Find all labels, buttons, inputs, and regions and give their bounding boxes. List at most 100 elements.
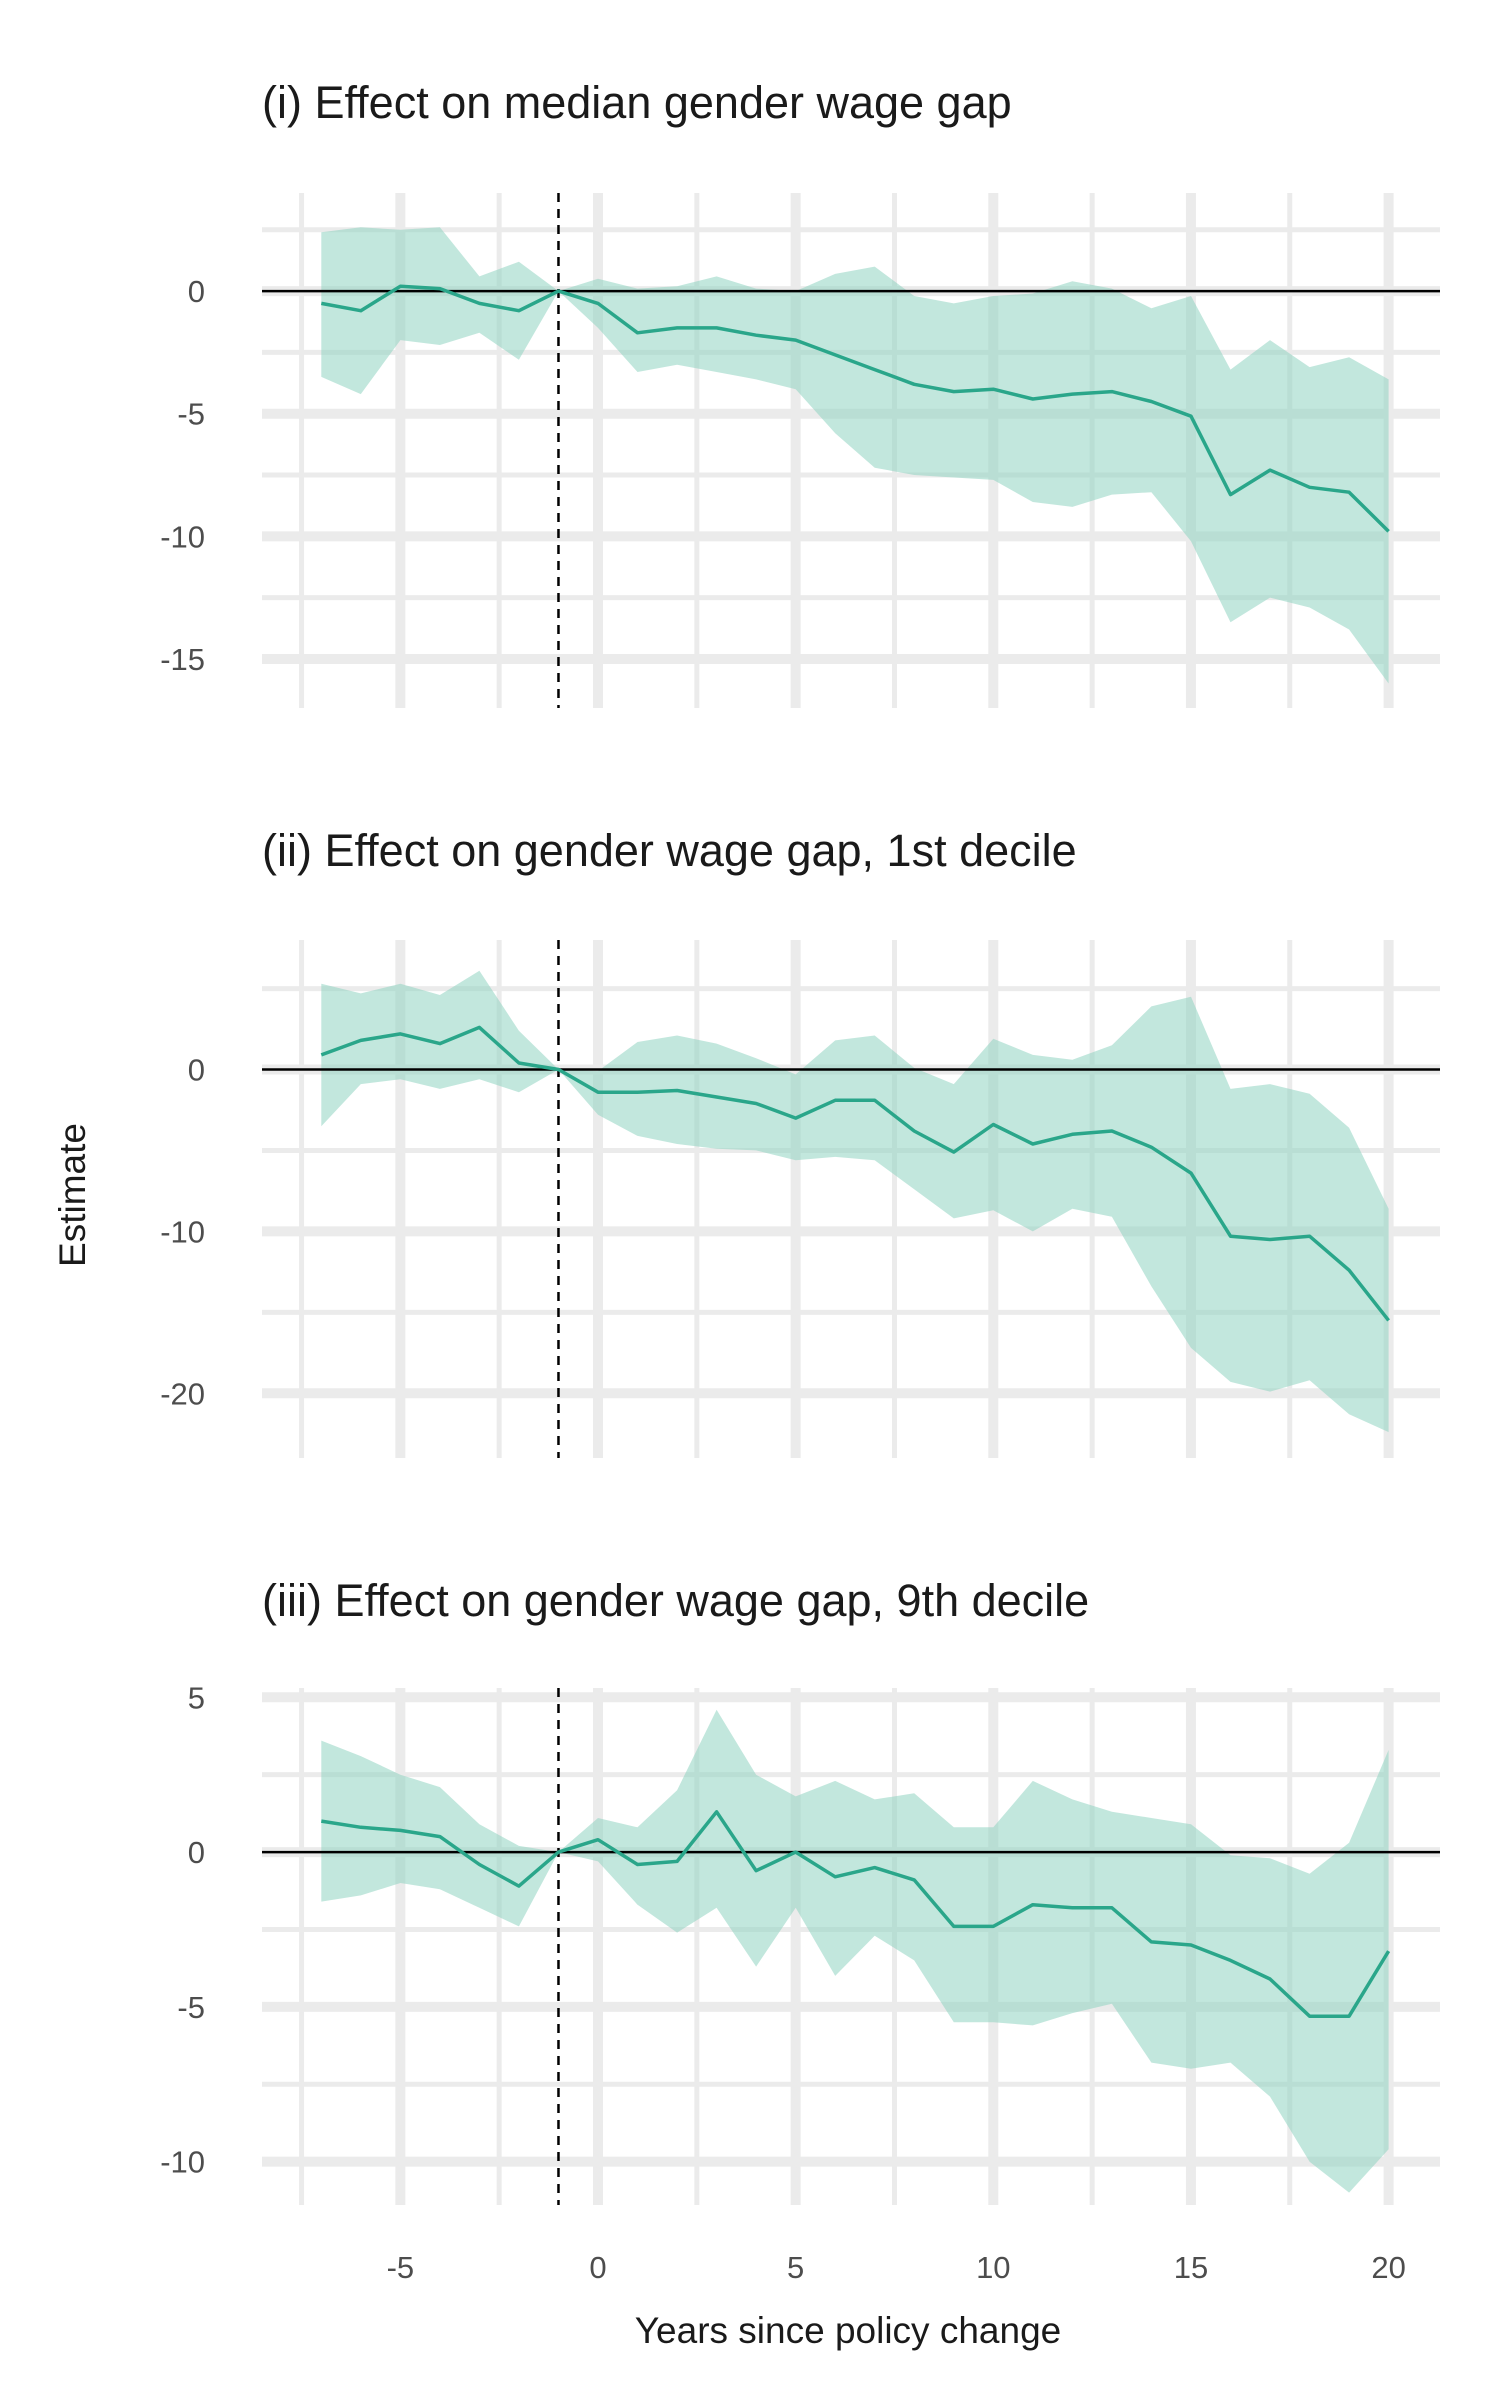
estimate-point <box>596 301 600 305</box>
estimate-point <box>991 1123 995 1127</box>
estimate-point <box>1149 1145 1153 1149</box>
estimate-point <box>1308 2014 1312 2018</box>
confidence-band <box>321 970 1389 1433</box>
y-tick-label: 5 <box>188 1680 205 1715</box>
x-tick-label: 15 <box>1174 2250 1208 2285</box>
estimate-point <box>1308 485 1312 489</box>
estimate-point <box>754 1869 758 1873</box>
estimate-point <box>1070 392 1074 396</box>
estimate-point <box>1189 414 1193 418</box>
estimate-point <box>912 382 916 386</box>
estimate-point <box>438 1042 442 1046</box>
estimate-point <box>1031 1142 1035 1146</box>
estimate-point <box>794 1850 798 1854</box>
estimate-point <box>1268 468 1272 472</box>
estimate-line <box>321 1810 1391 2018</box>
estimate-point <box>438 1835 442 1839</box>
estimate-point <box>477 301 481 305</box>
confidence-band <box>321 227 1389 684</box>
estimate-point <box>1229 1234 1233 1238</box>
estimate-point <box>1110 390 1114 394</box>
estimate-point <box>557 289 561 293</box>
x-tick-label: 0 <box>589 2250 606 2285</box>
y-tick-label: -5 <box>177 1990 205 2025</box>
estimate-point <box>1070 1132 1074 1136</box>
estimate-point <box>596 1090 600 1094</box>
estimate-point <box>1308 1234 1312 1238</box>
estimate-point <box>319 1819 323 1823</box>
y-tick-label: -10 <box>160 2145 205 2180</box>
estimate-point <box>873 368 877 372</box>
estimate-point <box>952 1150 956 1154</box>
estimate-point <box>1189 1171 1193 1175</box>
estimate-point <box>912 1129 916 1133</box>
estimate-point <box>794 1116 798 1120</box>
estimate-point <box>1110 1129 1114 1133</box>
estimate-point <box>398 284 402 288</box>
estimate-point <box>1031 397 1035 401</box>
panel-title: (ii) Effect on gender wage gap, 1st deci… <box>262 825 1077 876</box>
estimate-point <box>359 1825 363 1829</box>
estimate-point <box>359 1038 363 1042</box>
estimate-point <box>636 1090 640 1094</box>
panel-1: (i) Effect on median gender wage gap 0 -5 -… <box>160 77 1440 708</box>
estimate-point <box>1070 1906 1074 1910</box>
y-tick-label: 0 <box>188 1835 205 1870</box>
estimate-point <box>873 1866 877 1870</box>
estimate-point <box>754 333 758 337</box>
x-axis-title: Years since policy change <box>635 2310 1061 2351</box>
estimate-point <box>991 387 995 391</box>
estimate-point <box>636 331 640 335</box>
estimate-point <box>1229 1958 1233 1962</box>
estimate-point <box>1110 1906 1114 1910</box>
estimate-point <box>833 1875 837 1879</box>
estimate-point <box>398 1032 402 1036</box>
estimate-point <box>438 287 442 291</box>
estimate-point <box>1189 1943 1193 1947</box>
estimate-point <box>557 1068 561 1072</box>
y-tick-label: -10 <box>160 519 205 554</box>
estimate-point <box>833 1098 837 1102</box>
estimate-point <box>1387 529 1391 533</box>
x-tick-label: -5 <box>387 2250 415 2285</box>
estimate-point <box>952 1924 956 1928</box>
estimate-point <box>912 1878 916 1882</box>
estimate-point <box>359 309 363 313</box>
estimate-point <box>517 1884 521 1888</box>
estimate-point <box>636 1863 640 1867</box>
y-tick-label: -5 <box>177 397 205 432</box>
estimate-point <box>596 1838 600 1842</box>
estimate-point <box>675 326 679 330</box>
estimate-point <box>517 1061 521 1065</box>
estimate-point <box>477 1025 481 1029</box>
estimate-point <box>1347 490 1351 494</box>
panel-3: (iii) Effect on gender wage gap, 9th dec… <box>160 1575 1440 2205</box>
estimate-point <box>1149 400 1153 404</box>
panel-2: (ii) Effect on gender wage gap, 1st deci… <box>160 825 1440 1458</box>
estimate-point <box>1031 1903 1035 1907</box>
y-tick-label: -10 <box>160 1214 205 1249</box>
estimate-point <box>873 1098 877 1102</box>
estimate-point <box>398 1828 402 1832</box>
y-axis-title: Estimate <box>52 1123 93 1267</box>
confidence-band <box>321 1709 1389 2193</box>
y-tick-label: 0 <box>188 1053 205 1088</box>
estimate-point <box>715 1095 719 1099</box>
estimate-point <box>754 1102 758 1106</box>
estimate-line <box>320 1025 1390 1322</box>
y-tick-label: 0 <box>188 274 205 309</box>
y-tick-label: -20 <box>160 1376 205 1411</box>
panel-title: (i) Effect on median gender wage gap <box>262 77 1012 128</box>
estimate-point <box>1149 1940 1153 1944</box>
estimate-point <box>1268 1238 1272 1242</box>
x-tick-label: 10 <box>976 2250 1010 2285</box>
estimate-point <box>952 390 956 394</box>
x-tick-label: 20 <box>1371 2250 1405 2285</box>
estimate-point <box>1387 1318 1391 1322</box>
estimate-point <box>675 1089 679 1093</box>
estimate-point <box>557 1850 561 1854</box>
x-tick-label: 5 <box>787 2250 804 2285</box>
estimate-point <box>517 309 521 313</box>
estimate-point <box>1347 2014 1351 2018</box>
